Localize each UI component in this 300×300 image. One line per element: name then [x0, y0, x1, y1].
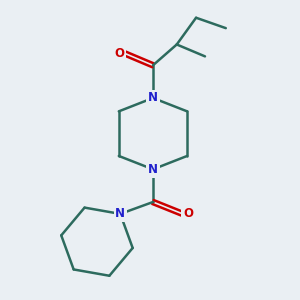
Text: N: N [115, 207, 125, 220]
Text: N: N [148, 163, 158, 176]
Text: O: O [183, 207, 193, 220]
Text: N: N [148, 92, 158, 104]
Text: O: O [114, 47, 124, 60]
